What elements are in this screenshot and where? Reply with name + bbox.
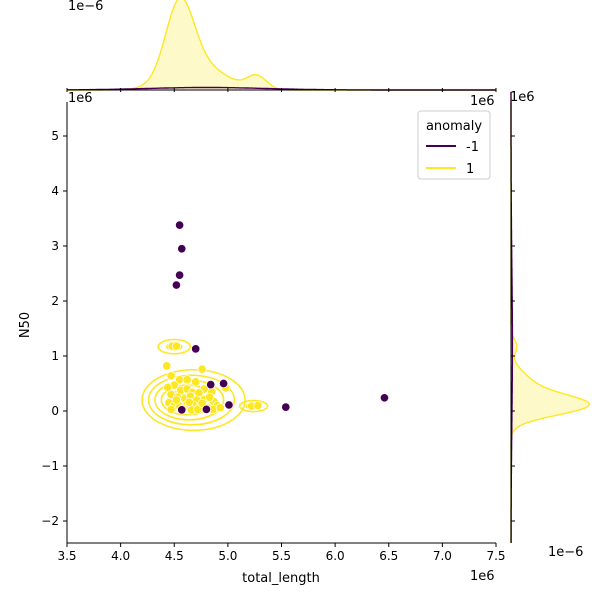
point-anomaly-1 (215, 403, 225, 413)
y-axis-label: N50 (18, 312, 33, 338)
x-tick-label: 6.5 (379, 549, 398, 563)
kde-contour (141, 368, 246, 432)
point-anomaly-1 (166, 404, 176, 414)
y-tick-label: −1 (41, 459, 59, 473)
x-tick-label: 5.0 (218, 549, 237, 563)
right-kde-fill (511, 92, 590, 543)
x-tick-label: 7.5 (486, 549, 505, 563)
y-tick-label: 0 (51, 404, 59, 418)
point-anomaly-1 (184, 397, 194, 407)
x-tick-label: 5.5 (272, 549, 291, 563)
kde-contour (147, 374, 236, 426)
kde-contour (157, 338, 192, 355)
right-marginal-kde (510, 92, 591, 543)
point-anomaly-1 (253, 400, 263, 411)
point-anomaly-1 (197, 364, 207, 374)
point-anomaly-1 (166, 371, 176, 381)
point-anomaly-neg1 (191, 344, 201, 354)
x-tick-label: 4.0 (111, 549, 130, 563)
y-tick-label: 5 (51, 129, 59, 143)
y-tick-label: 3 (51, 239, 59, 253)
legend-label-neg1: -1 (466, 140, 479, 155)
legend: anomaly -1 1 (417, 110, 491, 180)
point-anomaly-1 (162, 361, 172, 371)
point-anomaly-1 (205, 392, 215, 402)
legend-label-1: 1 (466, 162, 474, 177)
top-marginal-kde (67, 0, 496, 91)
kde-contour (238, 399, 269, 413)
point-anomaly-neg1 (177, 244, 187, 254)
right-marginal-top-offset-label: 1e6 (510, 90, 535, 105)
right-marginal-offset-label: 1e−6 (548, 545, 583, 560)
point-anomaly-neg1 (206, 380, 216, 390)
x-offset-label: 1e6 (470, 569, 495, 584)
point-anomaly-neg1 (175, 270, 185, 280)
top-kde-line-1 (67, 0, 496, 91)
x-tick-label: 7.0 (433, 549, 452, 563)
top-kde-fill (67, 0, 496, 90)
point-anomaly-1 (171, 395, 181, 405)
x-tick-label: 4.5 (165, 549, 184, 563)
x-axis-ticks: 3.5 4.0 4.5 5.0 5.5 6.0 6.5 7.0 7.5 (57, 88, 506, 563)
point-anomaly-neg1 (177, 405, 187, 415)
y-offset-label: 1e6 (68, 91, 93, 106)
x-tick-label: 3.5 (57, 549, 76, 563)
legend-title: anomaly (426, 119, 482, 134)
point-anomaly-neg1 (171, 280, 181, 290)
y-tick-label: 1 (51, 349, 59, 363)
right-kde-line-1 (510, 92, 591, 543)
x-tick-label: 6.0 (326, 549, 345, 563)
point-anomaly-neg1 (175, 220, 185, 230)
top-right-offset-label: 1e6 (470, 94, 495, 109)
scatter-points (162, 220, 390, 415)
main-plot-area: 3.5 4.0 4.5 5.0 5.5 6.0 6.5 7.0 7.5 −2 −1 0 1 2 3 4 5 (41, 88, 515, 563)
point-anomaly-1 (171, 341, 181, 351)
point-anomaly-neg1 (219, 378, 229, 389)
y-axis-ticks: −2 −1 0 1 2 3 4 5 (41, 129, 515, 528)
y-tick-label: 4 (51, 184, 59, 198)
point-anomaly-neg1 (201, 404, 211, 414)
x-axis-label: total_length (242, 571, 320, 586)
y-tick-label: 2 (51, 294, 59, 308)
point-anomaly-neg1 (379, 393, 390, 403)
point-anomaly-neg1 (224, 400, 234, 410)
point-anomaly-neg1 (281, 402, 291, 412)
point-anomaly-1 (191, 377, 201, 387)
top-marginal-offset-label: 1e−6 (68, 0, 103, 14)
y-tick-label: −2 (41, 514, 59, 528)
point-anomaly-1 (182, 375, 192, 385)
